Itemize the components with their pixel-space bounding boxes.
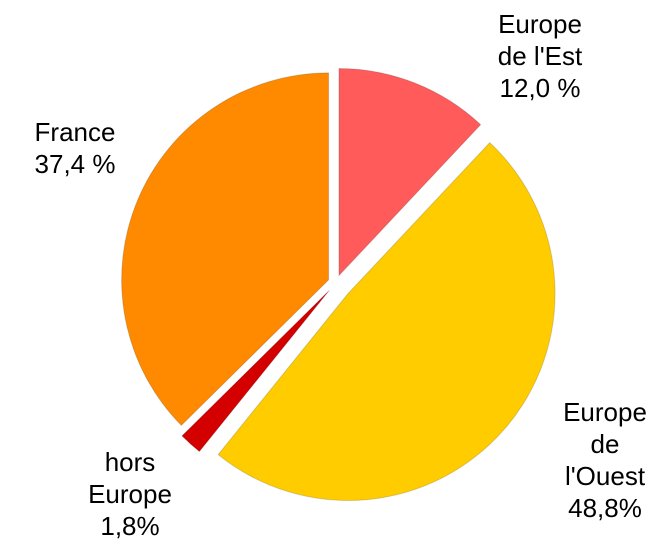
pie-slice [338, 68, 482, 277]
value-label: 37,4 % [34, 149, 116, 179]
category-label: Europe de l'Ouest [563, 397, 647, 491]
category-label: Europe de l'Est [497, 9, 583, 71]
value-label: 1,8% [100, 511, 160, 541]
pie-slice [181, 290, 330, 453]
slice-label: Europe de l'Ouest 48,8% [563, 396, 647, 524]
pie-slice [121, 72, 330, 427]
slice-label: France 37,4 % [35, 116, 116, 180]
category-label: hors Europe [88, 447, 172, 509]
pie-slice [217, 141, 556, 501]
slice-label: hors Europe 1,8% [88, 446, 172, 542]
value-label: 48,8% [568, 493, 642, 523]
category-label: France [34, 117, 116, 147]
slice-label: Europe de l'Est 12,0 % [498, 8, 582, 104]
value-label: 12,0 % [499, 73, 581, 103]
